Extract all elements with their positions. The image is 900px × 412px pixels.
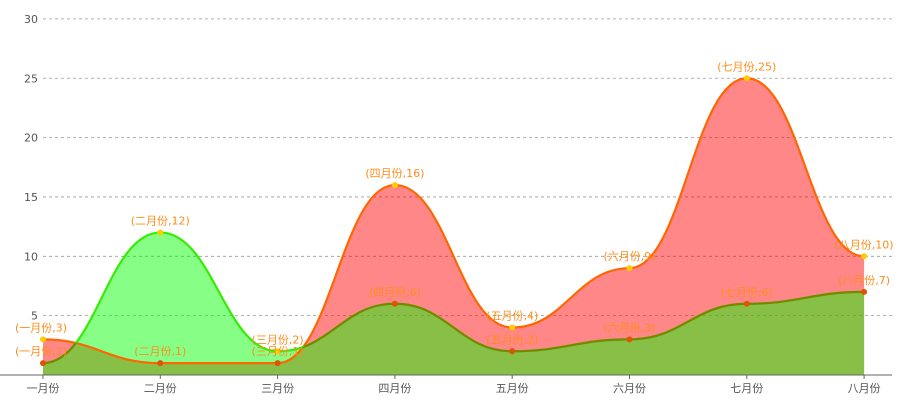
y-tick-label: 5 (31, 310, 38, 323)
series-b-data-label: (三月份,2) (252, 333, 304, 346)
series-areas (43, 78, 865, 375)
series-b-point (626, 336, 633, 343)
series-b-point (274, 348, 281, 355)
y-tick-label: 25 (24, 72, 38, 85)
series-a-point (391, 182, 398, 189)
y-tick-label: 20 (24, 132, 38, 145)
series-a-data-label: (六月份,9) (603, 250, 655, 263)
x-tick-label: 二月份 (144, 382, 177, 395)
x-tick-label: 六月份 (613, 382, 646, 395)
series-a-point (274, 360, 281, 367)
series-b-area (43, 232, 865, 375)
y-tick-label: 30 (24, 13, 38, 26)
data-points (40, 75, 868, 367)
series-b-point (743, 300, 750, 307)
series-b-point (861, 288, 868, 295)
series-b-data-label: (二月份,12) (131, 215, 190, 228)
series-b-data-label: (七月份,6) (721, 286, 773, 299)
x-axis-labels: 一月份 二月份 三月份 四月份 五月份 六月份 七月份 八月份 (27, 375, 881, 395)
series-a-data-label: (五月份,4) (486, 310, 538, 323)
data-labels: (一月份,3) (二月份,1) (三月份,1) (四月份,16) (五月份,4) (六月份… (15, 60, 894, 358)
series-a-data-label: (四月份,16) (365, 167, 424, 180)
series-b-data-label: (八月份,7) (838, 274, 890, 287)
series-a-point (40, 336, 46, 343)
series-b-point (391, 300, 398, 307)
series-a-data-label: (二月份,1) (134, 345, 186, 358)
y-axis-labels: 5 10 15 20 25 30 (24, 13, 38, 323)
series-a-data-label: (三月份,1) (252, 345, 304, 358)
y-tick-label: 10 (24, 250, 38, 263)
series-a-point (743, 75, 750, 82)
series-a-point (626, 265, 633, 272)
series-a-point (509, 324, 516, 331)
series-b-data-label: (六月份,3) (603, 321, 655, 334)
series-a-point (157, 360, 164, 367)
series-b-data-label: (四月份,6) (369, 286, 421, 299)
x-tick-label: 一月份 (27, 382, 60, 395)
y-tick-label: 15 (24, 191, 38, 204)
x-tick-label: 五月份 (496, 382, 529, 395)
series-b-point (157, 229, 164, 236)
series-b-data-label: (一月份,1) (15, 345, 67, 358)
series-a-area (43, 78, 865, 375)
x-tick-label: 四月份 (378, 382, 411, 395)
series-a-data-label: (七月份,25) (717, 60, 776, 73)
series-a-data-label: (八月份,10) (834, 238, 893, 251)
series-b-point (40, 360, 46, 367)
series-b-data-label: (五月份,2) (486, 333, 538, 346)
series-b-point (509, 348, 516, 355)
x-tick-label: 七月份 (730, 382, 763, 395)
series-a-data-label: (一月份,3) (15, 321, 67, 334)
x-tick-label: 八月份 (848, 382, 881, 395)
series-a-point (861, 253, 868, 260)
x-tick-label: 三月份 (261, 382, 294, 395)
